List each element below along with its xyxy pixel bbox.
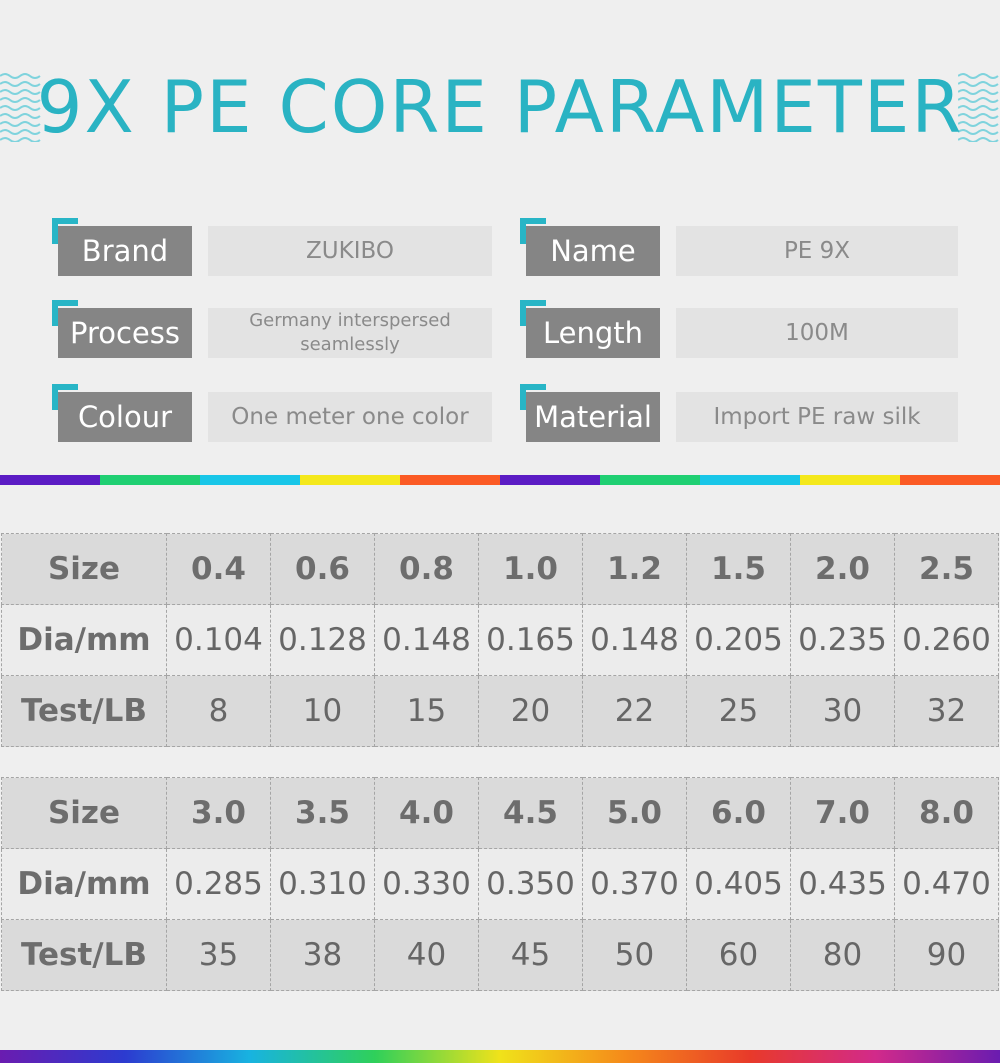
table-cell: 0.470	[894, 848, 999, 920]
table-cell: 6.0	[686, 777, 791, 849]
table-cell: 22	[582, 675, 687, 747]
spec-label-length: Length	[526, 308, 660, 358]
spec-value-process: Germany interspersed seamlessly	[208, 308, 492, 358]
table-cell: 4.5	[478, 777, 583, 849]
table-cell: 0.370	[582, 848, 687, 920]
spec-value-name: PE 9X	[676, 226, 958, 276]
table-cell: 0.148	[582, 604, 687, 676]
table-cell: 0.8	[374, 533, 479, 605]
table-cell: 3.5	[270, 777, 375, 849]
rainbow-segment	[400, 475, 500, 485]
table-cell: 0.350	[478, 848, 583, 920]
table-cell: 15	[374, 675, 479, 747]
rainbow-segment	[100, 475, 200, 485]
table-cell: 1.2	[582, 533, 687, 605]
table-cell: 5.0	[582, 777, 687, 849]
rainbow-segment	[500, 475, 600, 485]
table-row: Test/LB 8 10 15 20 22 25 30 32	[1, 675, 999, 747]
rainbow-gradient-bar	[0, 1050, 1000, 1063]
table-cell: 1.0	[478, 533, 583, 605]
table-cell: 50	[582, 919, 687, 991]
spec-value-brand: ZUKIBO	[208, 226, 492, 276]
table-cell: 80	[790, 919, 895, 991]
table-cell: 0.4	[166, 533, 271, 605]
row-header: Size	[1, 533, 167, 605]
spec-value-material: Import PE raw silk	[676, 392, 958, 442]
table-cell: 0.128	[270, 604, 375, 676]
table-cell: 38	[270, 919, 375, 991]
table-cell: 2.0	[790, 533, 895, 605]
table-cell: 0.205	[686, 604, 791, 676]
rainbow-segment	[300, 475, 400, 485]
table-cell: 40	[374, 919, 479, 991]
row-header: Size	[1, 777, 167, 849]
rainbow-segment	[900, 475, 1000, 485]
rainbow-segment	[800, 475, 900, 485]
table-cell: 3.0	[166, 777, 271, 849]
row-header: Test/LB	[1, 919, 167, 991]
table-row: Test/LB 35 38 40 45 50 60 80 90	[1, 919, 999, 991]
rainbow-segment	[200, 475, 300, 485]
label-accent	[52, 384, 78, 410]
row-header: Test/LB	[1, 675, 167, 747]
label-accent	[520, 218, 546, 244]
table-cell: 8.0	[894, 777, 999, 849]
spec-label-material: Material	[526, 392, 660, 442]
table-cell: 0.104	[166, 604, 271, 676]
rainbow-segment	[600, 475, 700, 485]
rainbow-segment	[0, 475, 100, 485]
table-cell: 7.0	[790, 777, 895, 849]
spec-label-process: Process	[58, 308, 192, 358]
label-accent	[52, 218, 78, 244]
spec-label-colour: Colour	[58, 392, 192, 442]
label-accent	[520, 384, 546, 410]
wave-decoration-right	[958, 73, 999, 142]
table-cell: 8	[166, 675, 271, 747]
table-row: Size 3.0 3.5 4.0 4.5 5.0 6.0 7.0 8.0	[1, 777, 999, 849]
parameter-table-2: Size 3.0 3.5 4.0 4.5 5.0 6.0 7.0 8.0 Dia/mm 0.285 0…	[1, 777, 999, 991]
label-accent	[52, 300, 78, 326]
table-cell: 0.6	[270, 533, 375, 605]
table-cell: 0.330	[374, 848, 479, 920]
table-cell: 90	[894, 919, 999, 991]
table-cell: 20	[478, 675, 583, 747]
table-cell: 30	[790, 675, 895, 747]
table-cell: 35	[166, 919, 271, 991]
row-header: Dia/mm	[1, 848, 167, 920]
rainbow-divider	[0, 475, 1000, 485]
spec-value-length: 100M	[676, 308, 958, 358]
wave-decoration-left	[0, 73, 41, 142]
label-accent	[520, 300, 546, 326]
table-cell: 1.5	[686, 533, 791, 605]
table-cell: 0.165	[478, 604, 583, 676]
table-cell: 0.405	[686, 848, 791, 920]
table-row: Dia/mm 0.285 0.310 0.330 0.350 0.370 0.405 0.43…	[1, 848, 999, 920]
table-cell: 0.260	[894, 604, 999, 676]
table-row: Size 0.4 0.6 0.8 1.0 1.2 1.5 2.0 2.5	[1, 533, 999, 605]
table-cell: 2.5	[894, 533, 999, 605]
table-cell: 0.285	[166, 848, 271, 920]
table-cell: 4.0	[374, 777, 479, 849]
spec-label-brand: Brand	[58, 226, 192, 276]
table-cell: 0.235	[790, 604, 895, 676]
row-header: Dia/mm	[1, 604, 167, 676]
table-cell: 25	[686, 675, 791, 747]
table-cell: 60	[686, 919, 791, 991]
spec-value-colour: One meter one color	[208, 392, 492, 442]
rainbow-segment	[700, 475, 800, 485]
page-title: 9X PE CORE PARAMETER	[36, 65, 964, 149]
table-row: Dia/mm 0.104 0.128 0.148 0.165 0.148 0.205 0.23…	[1, 604, 999, 676]
table-cell: 0.148	[374, 604, 479, 676]
spec-label-name: Name	[526, 226, 660, 276]
table-cell: 32	[894, 675, 999, 747]
table-cell: 45	[478, 919, 583, 991]
table-cell: 10	[270, 675, 375, 747]
parameter-table-1: Size 0.4 0.6 0.8 1.0 1.2 1.5 2.0 2.5 Dia/mm 0.104 0…	[1, 533, 999, 747]
table-cell: 0.435	[790, 848, 895, 920]
table-cell: 0.310	[270, 848, 375, 920]
